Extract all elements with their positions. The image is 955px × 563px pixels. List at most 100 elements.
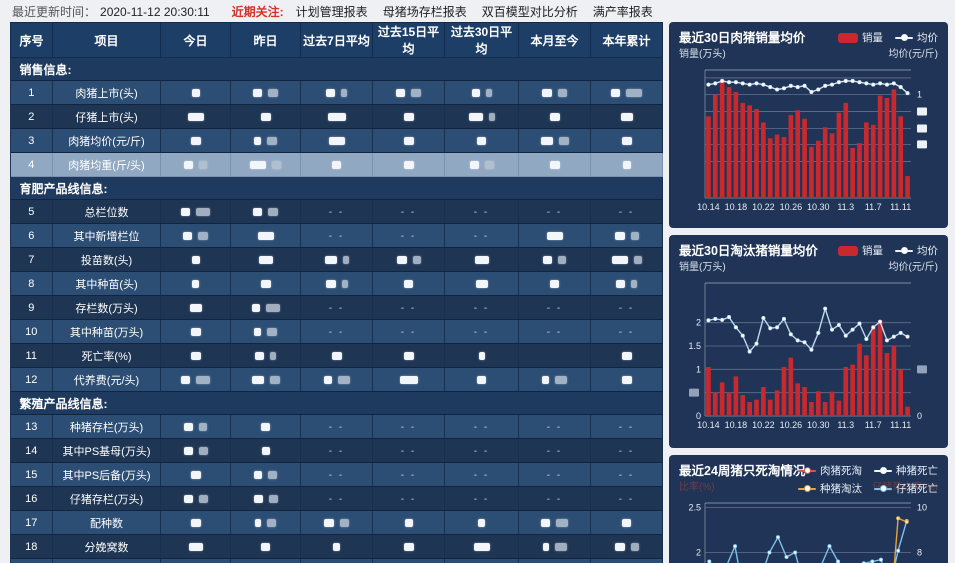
report-link[interactable]: 母猪场存栏报表 <box>382 5 467 19</box>
legend-item[interactable]: 种猪死亡 <box>874 463 938 478</box>
update-time-label: 最近更新时间： <box>12 5 97 19</box>
table-row[interactable]: 4 肉猪均重(斤/头) <box>10 152 663 177</box>
value-cell-redacted <box>230 223 301 248</box>
svg-text:11.7: 11.7 <box>865 202 882 212</box>
redacted-value-blob <box>190 470 201 479</box>
no-data-dashes: - - <box>473 469 490 481</box>
legend-item[interactable]: 均价 <box>895 243 938 258</box>
table-row[interactable]: 2 仔猪上市(头) <box>10 104 663 129</box>
value-cell-redacted <box>300 104 373 129</box>
legend-label: 仔猪死亡 <box>896 483 938 495</box>
legend-item[interactable]: 均价 <box>895 30 938 45</box>
table-row[interactable]: 3 肉猪均价(元/斤) <box>10 128 663 153</box>
value-cell-redacted <box>518 271 591 296</box>
redacted-value-blob <box>404 518 413 527</box>
redacted-value-blob <box>269 375 280 384</box>
row-label: 总栏位数 <box>52 199 161 224</box>
no-data-dashes: - - <box>328 302 345 314</box>
value-cell-redacted: - - <box>372 414 445 439</box>
redacted-value-blob <box>190 136 201 145</box>
value-cell-redacted <box>230 128 301 153</box>
table-row[interactable]: 14 其中PS基母(万头) - - - - - - - - - - <box>10 438 663 463</box>
redacted-value-blob <box>255 351 264 360</box>
row-number: 16 <box>10 486 53 511</box>
legend-item[interactable]: 销量 <box>838 30 883 45</box>
value-cell-redacted <box>444 152 519 177</box>
table-row[interactable]: 1 肉猪上市(头) <box>10 80 663 105</box>
column-header: 今日 <box>160 22 231 58</box>
redacted-value-blob <box>268 470 277 479</box>
redacted-value-blob <box>611 255 628 264</box>
table-row[interactable]: 15 其中PS后备(万头) - - - - - - - - - - <box>10 462 663 487</box>
no-data-dashes: - - <box>546 206 563 218</box>
value-cell-redacted <box>160 510 231 535</box>
row-label: 仔猪存栏(万头) <box>52 486 161 511</box>
table-row[interactable]: 10 其中种苗(万头) - - - - - - - - - - <box>10 319 663 344</box>
row-label: 分娩窝数 <box>52 534 161 559</box>
table-row[interactable]: 16 仔猪存栏(万头) - - - - - - - - - - <box>10 486 663 511</box>
report-link[interactable]: 满产率报表 <box>592 5 653 19</box>
svg-text:10.26: 10.26 <box>780 202 803 212</box>
table-header-row: 序号 项目 今日 昨日 过去7日平均 过去15日平均 过去30日平均 本月至今 本年累计 <box>10 22 663 58</box>
table-row[interactable]: 9 存栏数(万头) - - - - - - - - - - <box>10 295 663 320</box>
value-cell-redacted: - - <box>444 486 519 511</box>
svg-text:1.5: 1.5 <box>688 341 701 351</box>
svg-text:2: 2 <box>696 548 701 558</box>
value-cell-redacted <box>444 534 519 559</box>
svg-text:10.26: 10.26 <box>780 420 803 430</box>
value-cell-redacted <box>300 534 373 559</box>
redacted-value-blob <box>183 446 193 455</box>
column-header: 序号 <box>10 22 53 58</box>
value-cell-redacted <box>230 199 301 224</box>
value-cell-redacted <box>160 295 231 320</box>
redacted-value-blob <box>558 88 567 97</box>
table-row[interactable]: 18 分娩窝数 <box>10 534 663 559</box>
redacted-value-blob <box>541 518 550 527</box>
legend-item[interactable]: 仔猪死亡 <box>874 481 938 496</box>
table-row[interactable]: 7 投苗数(头) <box>10 247 663 272</box>
chart-plot-hog-sales-price: 1 10.14 10.18 10.22 10.26 10.30 11.3 11.7 11.11 <box>697 69 927 212</box>
report-link[interactable]: 计划管理报表 <box>295 5 368 19</box>
table-row[interactable]: 19窝均活仔(头/窝) <box>10 558 663 563</box>
line-marker-icon <box>895 247 913 254</box>
row-number: 15 <box>10 462 53 487</box>
value-cell-redacted <box>160 128 231 153</box>
table-row[interactable]: 5 总栏位数 - - - - - - - - - - <box>10 199 663 224</box>
table-row[interactable]: 12 代养费(元/头) <box>10 367 663 392</box>
redacted-value-blob <box>258 255 273 264</box>
value-cell-redacted: - - <box>300 486 373 511</box>
value-cell-redacted <box>590 343 663 368</box>
redacted-value-blob <box>542 542 549 551</box>
redacted-value-blob <box>611 88 620 97</box>
table-row[interactable]: 13 种猪存栏(万头) - - - - - - - - - - <box>10 414 663 439</box>
svg-text:10.18: 10.18 <box>725 420 748 430</box>
redacted-value-blob <box>396 88 405 97</box>
redacted-value-blob <box>622 518 631 527</box>
legend-item[interactable]: 销量 <box>838 243 883 258</box>
legend-item[interactable]: 肉猪死淘 <box>798 463 862 478</box>
column-header: 过去30日平均 <box>444 22 519 58</box>
redacted-value-blob <box>251 375 264 384</box>
value-cell-redacted <box>230 319 301 344</box>
value-cell-redacted <box>372 247 445 272</box>
table-row[interactable]: 11 死亡率(%) <box>10 343 663 368</box>
legend-item[interactable]: 种猪淘汰 <box>798 481 862 496</box>
no-data-dashes: - - <box>473 326 490 338</box>
row-label: 其中新增栏位 <box>52 223 161 248</box>
row-label: 死亡率(%) <box>52 343 161 368</box>
redacted-value-blob <box>630 542 639 551</box>
no-data-dashes: - - <box>546 302 563 314</box>
value-cell-redacted: - - <box>590 295 663 320</box>
table-row[interactable]: 17 配种数 <box>10 510 663 535</box>
redacted-value-blob <box>331 351 342 360</box>
report-link[interactable]: 双百模型对比分析 <box>481 5 578 19</box>
column-header: 过去15日平均 <box>372 22 445 58</box>
row-label: 代养费(元/头) <box>52 367 161 392</box>
value-cell-redacted <box>518 223 591 248</box>
redacted-value-blob <box>556 518 568 527</box>
update-time-value: 2020-11-12 20:30:11 <box>100 4 210 19</box>
redacted-value-blob <box>332 160 341 169</box>
redacted-value-blob <box>626 88 642 97</box>
table-row[interactable]: 6 其中新增栏位 - - - - - - <box>10 223 663 248</box>
table-row[interactable]: 8 其中种苗(头) <box>10 271 663 296</box>
